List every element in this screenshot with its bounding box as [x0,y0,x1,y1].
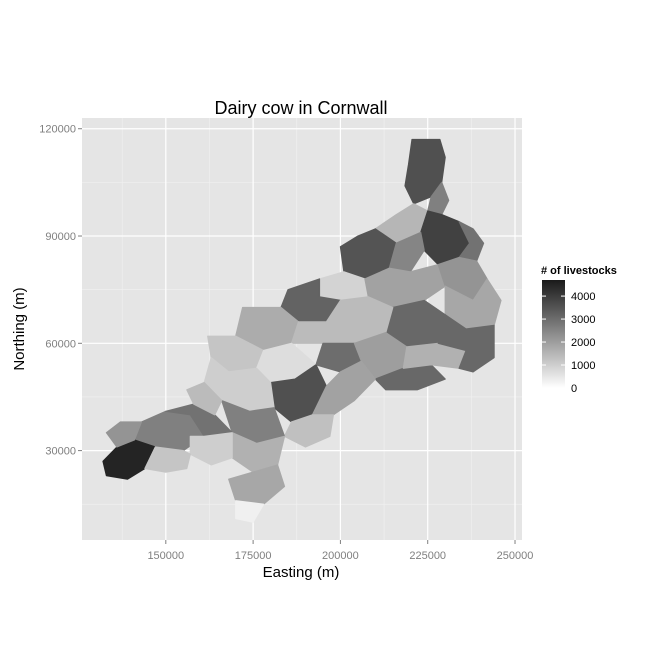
legend-title: # of livestocks [541,265,617,277]
legend: # of livestocks 0 1000 2000 3000 4000 [541,265,617,395]
y-tick-label: 30000 [45,446,76,458]
x-axis-ticks: 150000 175000 200000 225000 250000 [147,540,533,562]
region-far-west-mid [105,421,142,448]
region-north-tip-east [427,181,450,216]
y-tick-label: 60000 [45,338,76,350]
x-tick-label: 175000 [235,550,272,562]
legend-ticks: 0 1000 2000 3000 4000 [542,291,595,395]
legend-tick-label: 4000 [571,291,595,303]
legend-colorbar [542,280,565,388]
region-central-light-2 [290,296,394,344]
legend-tick-label: 1000 [571,360,595,372]
plot-title: Dairy cow in Cornwall [214,98,387,118]
x-tick-label: 225000 [409,550,446,562]
region-mid-south-1 [311,360,376,416]
legend-tick-label: 0 [571,383,577,395]
legend-tick-label: 2000 [571,337,595,349]
region-west-light-2 [186,382,223,416]
region-south-tip-light [235,500,265,523]
x-tick-label: 150000 [147,550,184,562]
region-east-coast-dark [437,314,495,373]
y-axis-ticks: 30000 60000 90000 120000 [39,124,82,458]
y-axis-title: Northing (m) [11,287,28,370]
x-axis-title: Easting (m) [263,564,340,581]
x-tick-label: 200000 [322,550,359,562]
region-south-west-light [144,446,191,473]
legend-tick-label: 3000 [571,314,595,326]
x-tick-label: 250000 [497,550,534,562]
y-tick-label: 120000 [39,124,76,136]
choropleth-regions [102,138,502,523]
y-tick-label: 90000 [45,231,76,243]
